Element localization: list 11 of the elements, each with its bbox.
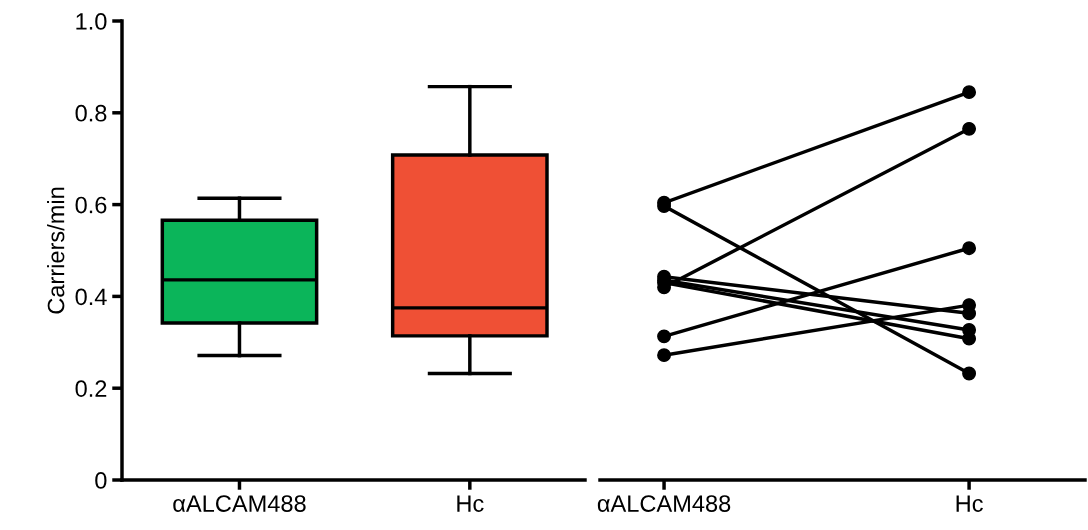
y-tick-label: 0 — [95, 472, 107, 489]
y-tick-label: 0.6 — [75, 196, 107, 214]
y-tick-label: 1.0 — [76, 13, 107, 30]
y-axis-title: Carriers/min — [47, 187, 65, 314]
y-tick-label: 0.2 — [75, 380, 107, 397]
y-tick-label: 0.8 — [75, 104, 107, 122]
y-tick-label: 0.4 — [75, 288, 107, 306]
x-tick-label: αALCAM488 — [173, 495, 306, 512]
x-tick-label: Hc — [956, 495, 983, 512]
x-tick-label: αALCAM488 — [597, 495, 731, 512]
x-tick-label: Hc — [457, 495, 484, 512]
